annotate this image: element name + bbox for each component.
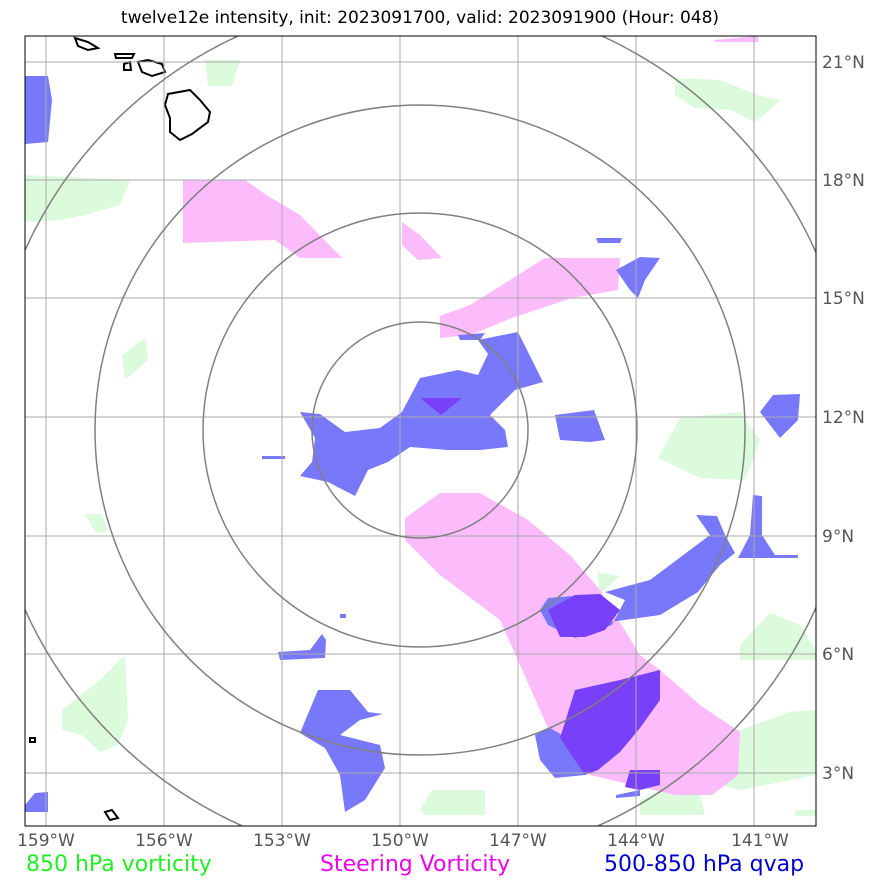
vorticity-region (62, 655, 128, 752)
gridlines (25, 36, 816, 826)
lon-tick-labels: 159°W 156°W 153°W 150°W 147°W 144°W 141°… (17, 831, 789, 851)
vorticity-region (25, 175, 130, 222)
map-title: twelve12e intensity, init: 2023091700, v… (120, 8, 720, 28)
qvap-strong-region (560, 670, 660, 775)
steering-region (183, 180, 342, 258)
vorticity-region (85, 514, 108, 532)
vorticity-region (740, 613, 816, 660)
lat-tick-label: 6°N (822, 645, 854, 665)
range-ring (94, 104, 746, 756)
map-content (25, 36, 816, 826)
island-coast (73, 36, 101, 52)
lon-tick-label: 159°W (17, 831, 75, 851)
steering-region (402, 222, 442, 260)
island-coast (123, 60, 133, 71)
qvap-strong-region (548, 594, 620, 637)
vorticity-region (675, 78, 780, 122)
qvap-region (340, 614, 346, 618)
qvap-region (738, 495, 798, 558)
lon-tick-label: 150°W (371, 831, 429, 851)
lon-tick-label: 153°W (253, 831, 311, 851)
coastline-layer (29, 36, 212, 822)
vorticity-region (640, 790, 705, 815)
vorticity-region (597, 572, 620, 594)
vorticity-850-layer (25, 60, 816, 816)
lat-tick-label: 21°N (822, 53, 865, 73)
vorticity-region (205, 60, 240, 86)
lat-tick-label: 9°N (822, 527, 854, 547)
legend-vorticity-850: 850 hPa vorticity (26, 852, 212, 877)
qvap-region (535, 728, 585, 778)
lon-tick-label: 147°W (489, 831, 547, 851)
island-coast (103, 808, 120, 822)
island-coast (113, 53, 136, 59)
map-frame (24, 35, 817, 827)
lon-tick-label: 141°W (731, 831, 789, 851)
qvap-region (616, 257, 660, 298)
steering-region (405, 493, 740, 795)
legend-steering-vorticity: Steering Vorticity (320, 852, 511, 877)
qvap-region (25, 76, 52, 144)
range-rings (25, 36, 816, 826)
qvap-region (278, 634, 326, 660)
qvap-region (616, 790, 640, 798)
qvap-strong-region (420, 398, 462, 415)
range-ring (311, 321, 529, 539)
range-ring (202, 212, 638, 648)
vorticity-region (795, 810, 816, 816)
lat-tick-label: 18°N (822, 171, 865, 191)
island-coast (163, 88, 212, 142)
island-coast (136, 58, 167, 78)
qvap-strong-layer (420, 398, 660, 790)
lat-tick-label: 15°N (822, 289, 865, 309)
qvap-strong-region (625, 770, 660, 790)
island-coast (29, 737, 36, 743)
vorticity-region (420, 790, 485, 815)
lon-tick-label: 144°W (607, 831, 665, 851)
qvap-region (25, 792, 48, 812)
lat-tick-labels: 21°N 18°N 15°N 12°N 9°N 6°N 3°N (822, 53, 865, 784)
steering-region (714, 36, 758, 42)
lat-tick-label: 12°N (822, 408, 865, 428)
qvap-region (555, 410, 605, 442)
legend-qvap: 500-850 hPa qvap (604, 852, 805, 877)
lat-tick-label: 3°N (822, 764, 854, 784)
qvap-region (262, 456, 285, 459)
lon-tick-label: 156°W (135, 831, 193, 851)
vorticity-region (658, 412, 760, 480)
vorticity-region (122, 338, 148, 380)
qvap-region (300, 690, 385, 812)
qvap-region (760, 394, 800, 438)
qvap-region (300, 332, 543, 496)
qvap-region (596, 238, 622, 243)
